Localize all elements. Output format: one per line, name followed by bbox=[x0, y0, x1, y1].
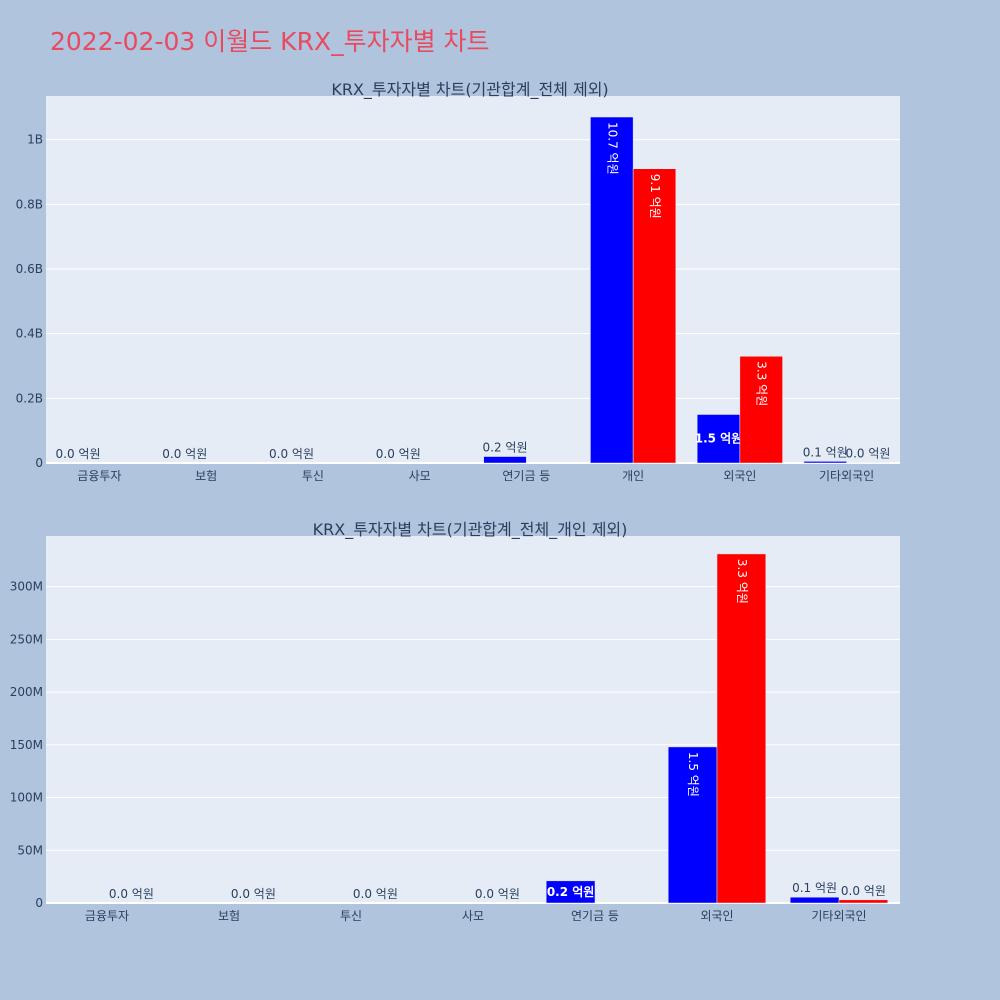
bar-value-label: 3.3 억원 bbox=[735, 559, 749, 604]
bar-value-label: 3.3 억원 bbox=[755, 361, 769, 406]
x-tick-label: 외국인 bbox=[723, 469, 756, 483]
y-tick-label: 0 bbox=[35, 896, 43, 910]
bar bbox=[838, 899, 889, 904]
chart-title: KRX_투자자별 차트(기관합계_전체_개인 제외) bbox=[313, 520, 628, 540]
plot-area bbox=[46, 536, 900, 903]
chart-1: 0 0.2B 0.4B 0.6B 0.8B 1B KRX_투자자별 차트(기관합계_전체 제… bbox=[16, 80, 900, 483]
y-tick-label: 250M bbox=[10, 632, 43, 646]
x-tick-label: 외국인 bbox=[700, 909, 733, 923]
y-tick-label: 0 bbox=[35, 456, 43, 470]
bar-value-label: 0.0 억원 bbox=[353, 887, 398, 901]
bar-value-label: 1.5 억원 bbox=[686, 752, 700, 797]
bar bbox=[667, 746, 718, 904]
bar-value-label: 0.0 억원 bbox=[56, 447, 101, 461]
bar bbox=[789, 896, 840, 904]
y-tick-label: 0.4B bbox=[16, 327, 43, 341]
bar-value-label: 0.1 억원 bbox=[792, 881, 837, 895]
y-tick-label: 1B bbox=[27, 133, 43, 147]
x-tick-label: 사모 bbox=[409, 469, 431, 483]
bar-value-label: 0.0 억원 bbox=[845, 447, 890, 461]
bar bbox=[739, 356, 783, 464]
x-tick-label: 개인 bbox=[622, 469, 644, 483]
x-tick-label: 기타외국인 bbox=[819, 469, 874, 483]
y-tick-label: 300M bbox=[10, 580, 43, 594]
y-tick-label: 50M bbox=[17, 843, 43, 857]
x-tick-label: 보험 bbox=[218, 909, 240, 923]
y-tick-label: 200M bbox=[10, 685, 43, 699]
y-tick-label: 100M bbox=[10, 791, 43, 805]
x-tick-label: 연기금 등 bbox=[571, 909, 619, 923]
bar-value-label: 0.0 억원 bbox=[841, 884, 886, 898]
bar-value-label: 0.0 억원 bbox=[231, 887, 276, 901]
bar bbox=[545, 880, 596, 904]
bar-value-label: 0.0 억원 bbox=[376, 447, 421, 461]
bar-value-label: 10.7 억원 bbox=[605, 122, 619, 175]
bar-value-label: 0.0 억원 bbox=[475, 887, 520, 901]
bar bbox=[590, 116, 634, 464]
x-tick-label: 금융투자 bbox=[85, 909, 129, 923]
bar bbox=[803, 461, 847, 464]
bar bbox=[483, 456, 527, 464]
x-tick-label: 연기금 등 bbox=[502, 469, 550, 483]
bar-value-label: 0.0 억원 bbox=[162, 447, 207, 461]
x-tick-label: 투신 bbox=[302, 469, 324, 483]
x-tick-label: 보험 bbox=[195, 469, 217, 483]
x-tick-label: 투신 bbox=[340, 909, 362, 923]
chart-title: KRX_투자자별 차트(기관합계_전체 제외) bbox=[331, 80, 608, 100]
bar-value-label: 1.5 억원 bbox=[695, 432, 743, 446]
bar bbox=[716, 553, 767, 904]
bar-value-label: 9.1 억원 bbox=[648, 174, 662, 219]
bar-value-label: 0.0 억원 bbox=[269, 447, 314, 461]
bar-value-label: 0.0 억원 bbox=[109, 887, 154, 901]
x-tick-label: 기타외국인 bbox=[811, 909, 866, 923]
y-tick-label: 0.6B bbox=[16, 262, 43, 276]
bar-value-label: 0.2 억원 bbox=[483, 441, 528, 455]
y-tick-label: 0.2B bbox=[16, 391, 43, 405]
x-tick-label: 금융투자 bbox=[77, 469, 121, 483]
bar bbox=[632, 168, 677, 464]
page-title: 2022-02-03 이월드 KRX_투자자별 차트 bbox=[50, 27, 490, 56]
bar-value-label: 0.2 억원 bbox=[547, 885, 595, 899]
chart-2: 0 50M 100M 150M 200M 250M 300M KRX_투자자별 차트(기관합계… bbox=[10, 520, 900, 923]
y-tick-label: 0.8B bbox=[16, 197, 43, 211]
x-tick-label: 사모 bbox=[462, 909, 484, 923]
bar-value-label: 0.1 억원 bbox=[803, 445, 848, 459]
y-tick-label: 150M bbox=[10, 738, 43, 752]
bar bbox=[696, 414, 741, 464]
